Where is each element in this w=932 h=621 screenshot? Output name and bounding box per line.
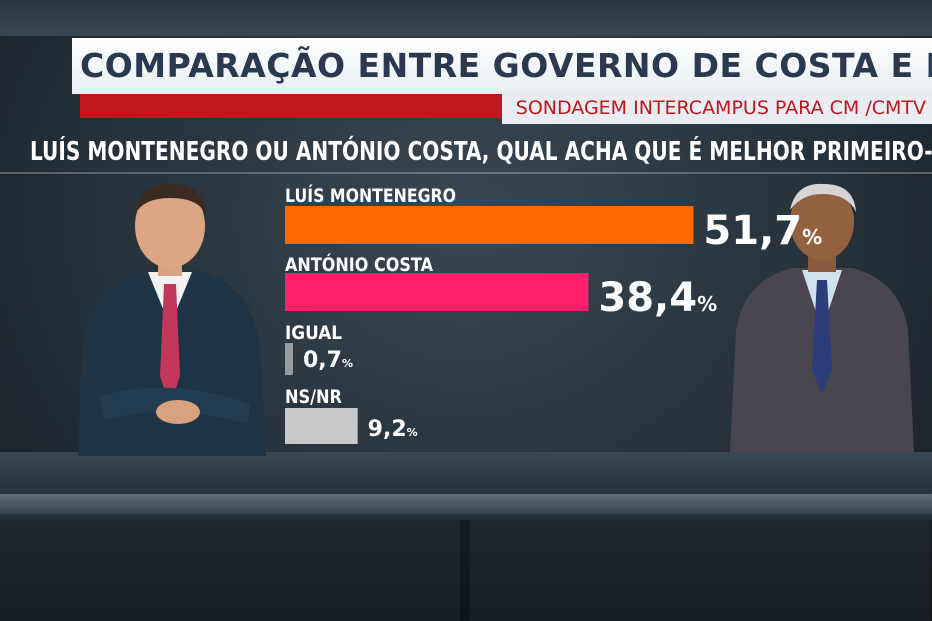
bar-ns-nr [285,408,358,444]
value-label-luis-montenegro: 51,7% [703,208,822,254]
category-label-luis-montenegro: LUÍS MONTENEGRO [285,184,456,207]
bar-luis-montenegro [285,206,694,244]
category-label-ns-nr: NS/NR [285,386,342,408]
poll-question: LUÍS MONTENEGRO OU ANTÓNIO COSTA, QUAL A… [30,137,932,167]
category-label-antonio-costa: ANTÓNIO COSTA [285,252,433,276]
graphic-title: COMPARAÇÃO ENTRE GOVERNO DE COSTA E MONT… [80,46,932,85]
value-label-antonio-costa: 38,4% [598,275,717,321]
antonio-costa-portrait [730,183,914,452]
bar-igual [285,343,293,375]
studio-desk-band [0,452,932,488]
bar-antonio-costa [285,273,589,311]
value-label-igual: 0,7% [303,348,353,373]
studio-rail [0,494,932,514]
graphic-subtitle: SONDAGEM INTERCAMPUS PARA CM /CMTV [501,94,932,124]
category-label-igual: IGUAL [285,322,342,344]
question-divider [0,172,932,174]
studio-backdrop-top [0,0,932,36]
value-label-ns-nr: 9,2% [368,417,418,442]
studio-floor-panels [0,520,932,621]
title-panel [72,38,932,94]
luis-montenegro-portrait [78,183,266,456]
